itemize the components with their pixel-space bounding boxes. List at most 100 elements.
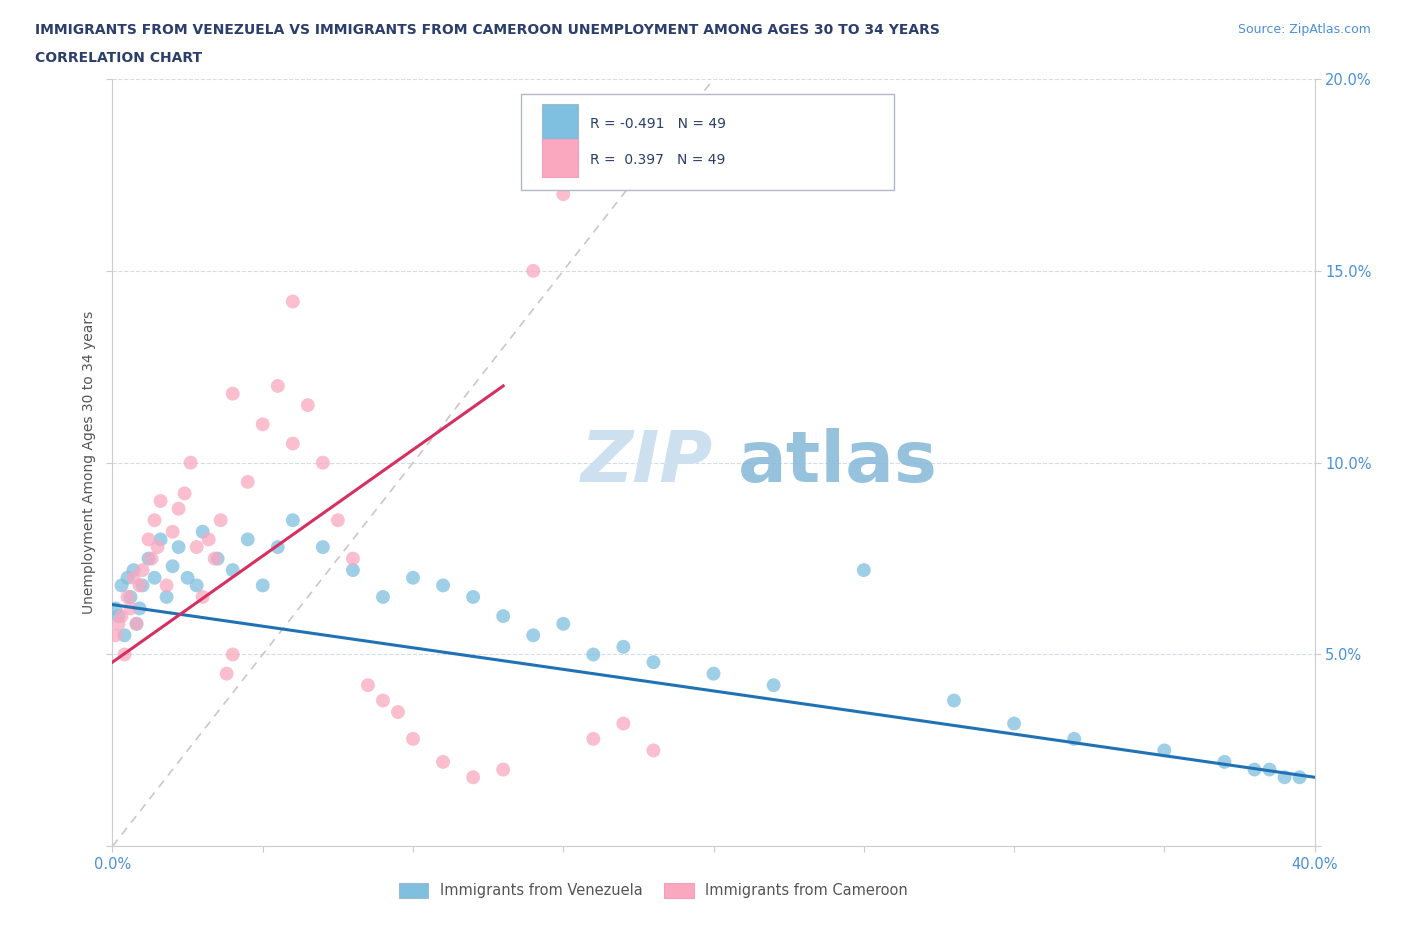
Point (461, 770, 484, 785)
Point (104, 628, 127, 643)
Point (1243, 763, 1265, 777)
Point (387, 705, 409, 720)
Point (222, 563, 245, 578)
Point (312, 539, 335, 554)
Point (167, 539, 190, 554)
Point (342, 563, 364, 578)
Point (1063, 731, 1085, 746)
Point (942, 693, 965, 708)
Point (432, 578, 454, 593)
Point (141, 551, 163, 566)
Point (117, 590, 139, 604)
Point (326, 512, 349, 527)
Point (204, 551, 226, 566)
Point (155, 590, 177, 604)
Point (461, 590, 484, 604)
Point (357, 678, 380, 693)
Point (146, 539, 169, 554)
Point (1213, 754, 1236, 769)
Point (582, 731, 605, 746)
Point (191, 525, 214, 539)
Point (125, 617, 148, 631)
Point (191, 590, 214, 604)
FancyBboxPatch shape (522, 95, 894, 191)
Point (122, 570, 145, 585)
Point (522, 263, 544, 278)
Point (120, 590, 142, 604)
Point (114, 647, 136, 662)
Text: R = -0.491   N = 49: R = -0.491 N = 49 (589, 117, 725, 131)
Point (252, 578, 274, 593)
Point (131, 563, 153, 578)
Text: atlas: atlas (738, 428, 938, 498)
Point (117, 570, 139, 585)
Point (149, 532, 172, 547)
Point (222, 647, 245, 662)
Text: Source: ZipAtlas.com: Source: ZipAtlas.com (1237, 23, 1371, 36)
Point (492, 763, 515, 777)
Point (167, 501, 190, 516)
Point (281, 436, 304, 451)
Point (155, 578, 177, 593)
Point (252, 417, 274, 432)
Point (143, 512, 166, 527)
Point (180, 456, 202, 471)
Point (162, 525, 184, 539)
Point (281, 512, 304, 527)
Y-axis label: Unemployment Among Ages 30 to 34 years: Unemployment Among Ages 30 to 34 years (82, 311, 96, 615)
Point (209, 512, 232, 527)
Point (267, 539, 290, 554)
Point (222, 386, 245, 401)
Point (492, 609, 515, 624)
Point (612, 716, 634, 731)
Point (107, 617, 129, 631)
Point (643, 743, 665, 758)
Point (107, 609, 129, 624)
Bar (541, 103, 578, 142)
Point (643, 655, 665, 670)
Point (162, 559, 184, 574)
Point (702, 666, 725, 681)
Point (120, 601, 142, 616)
Point (207, 551, 229, 566)
Point (1288, 770, 1310, 785)
Point (131, 578, 153, 593)
Point (125, 617, 148, 631)
Point (197, 532, 219, 547)
Point (762, 678, 785, 693)
Point (522, 628, 544, 643)
Point (852, 563, 875, 578)
Point (553, 187, 575, 202)
Point (553, 617, 575, 631)
Point (138, 551, 160, 566)
Point (1274, 770, 1296, 785)
Point (582, 647, 605, 662)
Point (432, 754, 454, 769)
Point (312, 456, 335, 471)
Bar (541, 139, 578, 178)
Text: ZIP: ZIP (581, 428, 713, 498)
Point (143, 570, 166, 585)
Point (371, 590, 394, 604)
Point (128, 601, 150, 616)
Point (215, 666, 238, 681)
Point (173, 486, 195, 501)
Point (138, 532, 160, 547)
Point (1258, 763, 1281, 777)
Point (612, 640, 634, 655)
Text: R =  0.397   N = 49: R = 0.397 N = 49 (589, 153, 725, 166)
Point (186, 539, 208, 554)
Point (236, 532, 259, 547)
Point (110, 609, 132, 624)
Point (128, 578, 150, 593)
Point (236, 474, 259, 489)
Point (114, 628, 136, 643)
Point (281, 294, 304, 309)
Point (342, 551, 364, 566)
Point (402, 731, 425, 746)
Text: CORRELATION CHART: CORRELATION CHART (35, 51, 202, 65)
Point (104, 601, 127, 616)
Point (267, 379, 290, 393)
Point (1002, 716, 1025, 731)
Point (402, 570, 425, 585)
